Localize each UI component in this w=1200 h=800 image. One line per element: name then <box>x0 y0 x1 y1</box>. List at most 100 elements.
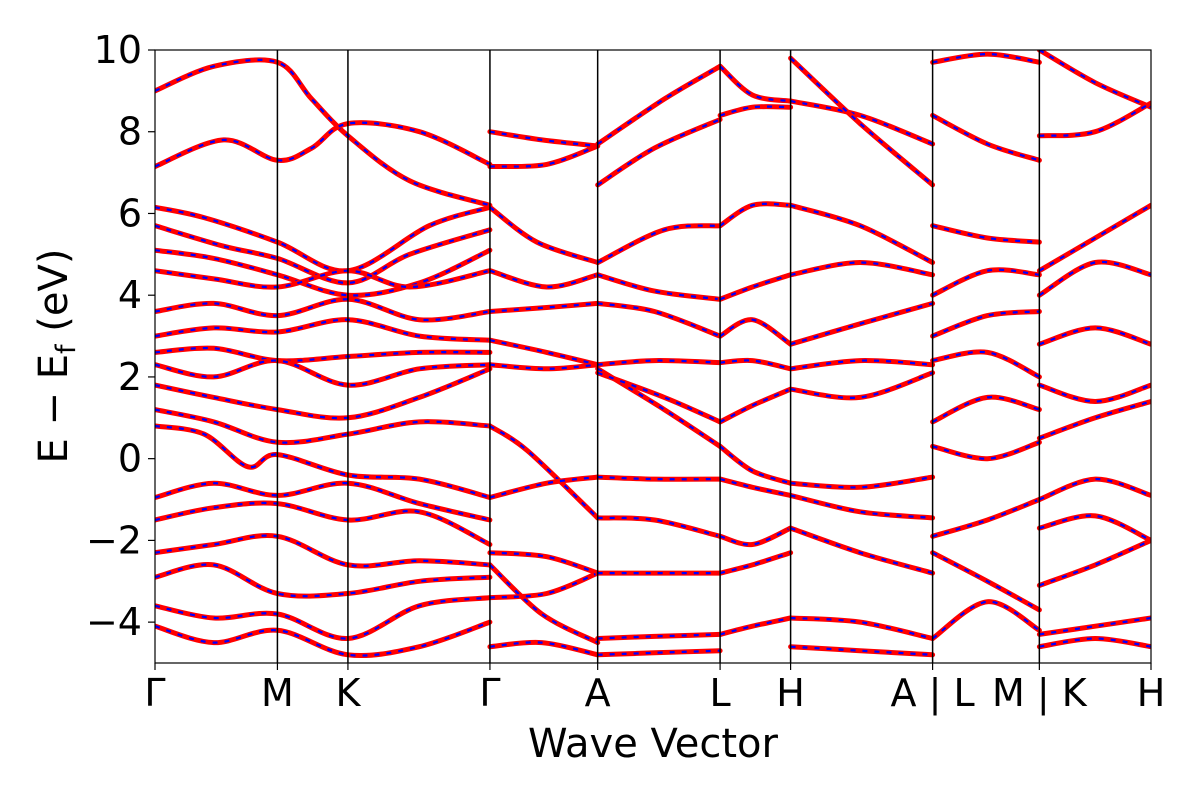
band-line-overlay-23 <box>489 302 598 313</box>
band-line-overlay-52 <box>719 445 791 485</box>
y-axis-ticks: 10 8 6 4 2 0 −2 −4 <box>86 28 155 644</box>
x-tick-label-7: A | L <box>891 671 975 716</box>
band-line-overlay-29 <box>489 551 599 575</box>
y-tick-label-1: 8 <box>118 110 142 154</box>
y-tick-label-3: 4 <box>118 273 142 317</box>
x-tick-label-3: Γ <box>479 671 500 715</box>
band-line-overlay-37 <box>597 359 721 366</box>
band-line-overlay-12 <box>155 424 491 499</box>
band-line-overlay-31 <box>489 641 598 656</box>
band-line-overlay-76 <box>932 441 1040 460</box>
band-line-overlay-57 <box>790 100 934 146</box>
band-line-overlay-13 <box>155 482 491 522</box>
band-line-overlay-56 <box>719 616 791 636</box>
y-tick-label-4: 2 <box>118 355 142 399</box>
band-line-overlay-24 <box>489 339 598 366</box>
band-line-overlay-45 <box>719 65 791 103</box>
band-line-overlay-83 <box>1038 260 1151 297</box>
y-tick-label-5: 0 <box>118 437 142 481</box>
band-line-overlay-69 <box>932 53 1040 64</box>
band-line-overlay-84 <box>1039 326 1151 346</box>
y-tick-label-0: 10 <box>94 28 142 72</box>
band-line-32 <box>595 63 723 147</box>
band-line-overlay-40 <box>597 476 721 481</box>
band-line-overlay-15 <box>155 534 490 568</box>
band-line-overlay-1 <box>155 121 491 168</box>
band-line-overlay-9 <box>155 359 490 387</box>
band-line-overlay-7 <box>155 318 490 342</box>
band-line-overlay-35 <box>597 273 721 301</box>
band-line-overlay-28 <box>489 564 599 644</box>
band-line-overlay-51 <box>719 388 792 423</box>
band-line-overlay-70 <box>932 114 1040 162</box>
band-line-overlay-66 <box>790 527 933 575</box>
x-tick-label-6: H <box>776 671 805 715</box>
band-line-overlay-49 <box>719 318 792 346</box>
band-line-54 <box>717 525 794 548</box>
band-line-overlay-4 <box>155 249 491 297</box>
y-tick-label-6: −2 <box>86 518 142 562</box>
band-line-overlay-80 <box>1038 50 1151 109</box>
band-line-overlay-63 <box>790 371 933 399</box>
band-line-overlay-79 <box>931 600 1040 640</box>
band-line-overlay-44 <box>597 649 721 656</box>
band-line-overlay-2 <box>155 206 491 272</box>
band-line-8 <box>155 345 493 364</box>
band-line-overlay-16 <box>155 563 490 598</box>
band-line-overlay-78 <box>932 551 1040 611</box>
band-line-overlay-91 <box>1039 637 1151 648</box>
band-line-overlay-36 <box>597 302 721 338</box>
band-line-overlay-55 <box>719 551 791 575</box>
band-line-overlay-86 <box>1039 400 1151 440</box>
x-tick-label-4: A <box>585 671 611 715</box>
band-line-overlay-21 <box>489 130 598 148</box>
band-line-overlay-33 <box>597 118 721 186</box>
plot-frame <box>154 49 1152 664</box>
band-line-overlay-27 <box>489 476 598 499</box>
band-line-overlay-89 <box>1039 539 1151 587</box>
y-axis-label-unit: (eV) <box>31 249 77 345</box>
band-line-overlay-14 <box>155 501 491 546</box>
band-line-overlay-65 <box>790 494 933 519</box>
band-line-overlay-20 <box>489 144 599 168</box>
band-line-overlay-88 <box>1039 514 1151 542</box>
band-line-overlay-46 <box>719 105 791 117</box>
band-line-overlay-71 <box>932 224 1040 244</box>
x-tick-label-2: K <box>335 671 361 715</box>
x-tick-label-8: M | K <box>992 671 1088 716</box>
band-line-overlay-68 <box>790 645 933 656</box>
y-axis-label-subscript: f <box>51 343 82 354</box>
y-tick-label-7: −4 <box>86 600 142 644</box>
band-line-overlay-0 <box>155 58 491 207</box>
band-line-overlay-90 <box>1039 616 1151 636</box>
band-line-overlay-72 <box>932 268 1040 297</box>
band-line-overlay-64 <box>790 476 933 489</box>
band-line-overlay-82 <box>1038 204 1151 272</box>
band-line-overlay-26 <box>489 425 599 519</box>
y-tick-label-2: 6 <box>118 191 142 235</box>
x-tick-label-0: Γ <box>144 671 165 715</box>
band-line-overlay-62 <box>790 359 933 370</box>
high-symmetry-lines <box>276 50 1041 663</box>
band-line-overlay-5 <box>155 269 491 289</box>
y-axis-label: E − Ef (eV) <box>31 249 82 464</box>
band-line-overlay-58 <box>789 57 934 186</box>
band-line-overlay-18 <box>155 621 491 657</box>
band-line-overlay-60 <box>790 261 933 276</box>
band-line-overlay-81 <box>1039 102 1151 137</box>
band-line-overlay-17 <box>155 596 491 640</box>
band-line-overlay-25 <box>489 363 598 370</box>
x-tick-label-9: H <box>1137 671 1166 715</box>
band-line-overlay-34 <box>597 224 721 264</box>
band-line-overlay-39 <box>597 371 721 423</box>
band-line-48 <box>717 272 794 302</box>
band-line-overlay-11 <box>155 408 490 444</box>
band-line-overlay-67 <box>790 616 933 640</box>
band-line-overlay-47 <box>719 202 791 227</box>
band-line-overlay-50 <box>720 359 791 370</box>
band-line-overlay-30 <box>489 572 599 599</box>
band-line-overlay-53 <box>719 478 791 497</box>
band-line-overlay-77 <box>932 498 1040 538</box>
y-axis-label-main: E − E <box>31 354 77 464</box>
